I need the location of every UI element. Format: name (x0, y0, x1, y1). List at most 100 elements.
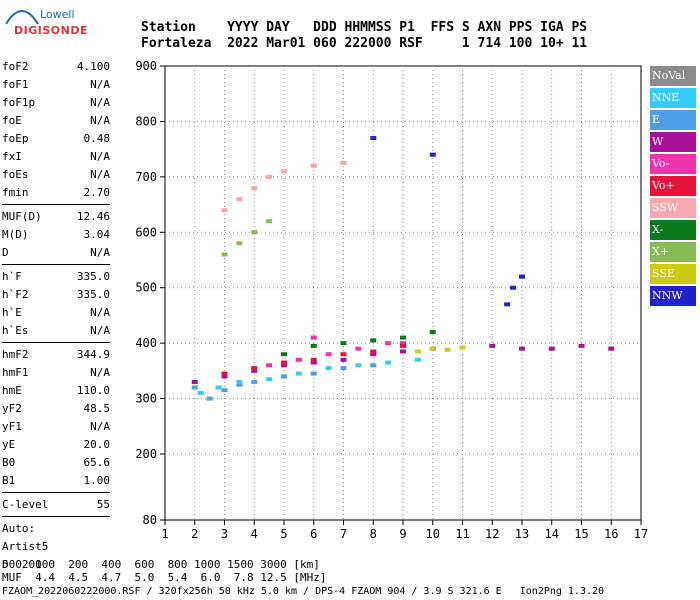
param-name: h`E (2, 306, 22, 319)
y-tick-label: 900 (135, 59, 157, 73)
param-row: foF2 4.100 (2, 58, 110, 76)
footer-muf-row: MUF 4.4 4.5 4.7 5.0 5.4 6.0 7.8 12.5 [MH… (2, 571, 327, 584)
data-point-nnw (504, 302, 511, 307)
data-point-ssw (340, 161, 347, 165)
param-name: foF1 (2, 78, 29, 91)
data-point-ssw (251, 185, 258, 190)
param-value: 4.100 (76, 60, 110, 73)
data-point-ssw (281, 169, 287, 174)
param-name: fxI (2, 150, 22, 163)
param-name: Artist5 (2, 540, 49, 553)
param-name: foE (2, 114, 22, 127)
header-line1: Station YYYY DAY DDD HHMMSS P1 FFS S AXN… (141, 20, 588, 35)
param-row: hmE 110.0 (2, 382, 110, 400)
param-row: C-level 55 (2, 496, 110, 514)
data-point-nne (325, 366, 332, 371)
data-point-nnw (510, 285, 517, 290)
param-row: yF2 48.5 (2, 400, 110, 418)
data-point-w (519, 346, 525, 351)
data-point-nne (355, 363, 362, 368)
legend-item-sse: SSE (650, 264, 696, 284)
data-point-vo+ (400, 343, 406, 348)
param-name: foEs (2, 168, 29, 181)
data-point-nne (266, 377, 273, 382)
data-point-nne (414, 357, 421, 362)
y-tick-label: 700 (135, 170, 157, 184)
legend-item-w: W (650, 132, 696, 152)
data-point-x- (400, 335, 406, 340)
x-tick-label: 7 (340, 527, 347, 541)
data-point-vo+ (251, 366, 258, 371)
param-row: Auto: (2, 520, 110, 538)
data-point-e (281, 374, 287, 379)
data-point-nnw (370, 136, 377, 141)
param-row: fxI N/A (2, 148, 110, 166)
x-tick-label: 1 (161, 527, 168, 541)
param-value: 20.0 (83, 438, 111, 451)
legend-item-ssw: SSW (650, 198, 696, 218)
parameter-panel: foF2 4.100 foF1 N/A foF1p N/A foE N/A foEp 0.48 fx… (2, 58, 110, 574)
data-point-sse (459, 345, 466, 350)
param-name: B1 (2, 474, 16, 487)
legend-item-x+: X+ (650, 242, 696, 262)
param-name: yE (2, 438, 16, 451)
y-tick-label: 500 (135, 281, 157, 295)
data-point-x+ (251, 230, 258, 235)
y-tick-label: 300 (135, 392, 157, 406)
logo: Lowell DIGISONDE (2, 2, 132, 48)
param-separator (2, 492, 110, 493)
param-name: foF1p (2, 96, 36, 109)
data-point-nne (215, 385, 222, 390)
x-tick-label: 6 (310, 527, 317, 541)
x-tick-label: 4 (251, 527, 258, 541)
param-name: fmin (2, 186, 29, 199)
param-row: hmF1 N/A (2, 364, 110, 382)
x-tick-label: 16 (604, 527, 618, 541)
legend-item-nne: NNE (650, 88, 696, 108)
y-tick-label: 400 (135, 336, 157, 350)
data-point-w (310, 360, 317, 365)
data-point-vo- (385, 341, 392, 346)
data-point-vo- (310, 335, 317, 340)
data-point-nne (295, 371, 302, 376)
param-value: 48.5 (83, 402, 111, 415)
param-name: foF2 (2, 60, 29, 73)
data-point-sse (444, 347, 451, 352)
param-separator (2, 342, 110, 343)
legend-item-e: E (650, 110, 696, 130)
data-point-nne (385, 360, 392, 365)
data-point-e (236, 382, 243, 387)
param-row: h`F2 335.0 (2, 286, 110, 304)
data-point-ssw (221, 208, 228, 213)
data-point-e (251, 379, 258, 384)
data-point-w (548, 346, 555, 351)
param-name: D (2, 246, 9, 259)
data-point-vo+ (221, 371, 228, 376)
legend-item-vo-: Vo- (650, 154, 696, 174)
param-row: D N/A (2, 244, 110, 262)
legend-item-nnw: NNW (650, 286, 696, 306)
param-value: 344.9 (76, 348, 110, 361)
data-point-w (251, 368, 258, 373)
data-point-vo+ (370, 349, 377, 354)
param-name: foEp (2, 132, 29, 145)
data-point-vo- (266, 363, 273, 368)
data-point-e (310, 371, 317, 376)
param-value: N/A (90, 324, 110, 337)
param-row: foEs N/A (2, 166, 110, 184)
param-row: foE N/A (2, 112, 110, 130)
footer-distance-row: D 100 200 400 600 800 1000 1500 3000 [km… (2, 558, 320, 571)
data-point-w (281, 363, 287, 368)
param-row: fmin 2.70 (2, 184, 110, 202)
data-point-sse (429, 346, 436, 351)
param-value: 2.70 (83, 186, 111, 199)
data-point-w (370, 352, 377, 357)
param-row: B0 65.6 (2, 454, 110, 472)
data-point-w (191, 379, 198, 384)
x-tick-label: 12 (485, 527, 499, 541)
data-point-x+ (266, 219, 273, 224)
param-name: h`Es (2, 324, 29, 337)
data-point-w (578, 343, 585, 348)
legend-item-x-: X- (650, 220, 696, 240)
